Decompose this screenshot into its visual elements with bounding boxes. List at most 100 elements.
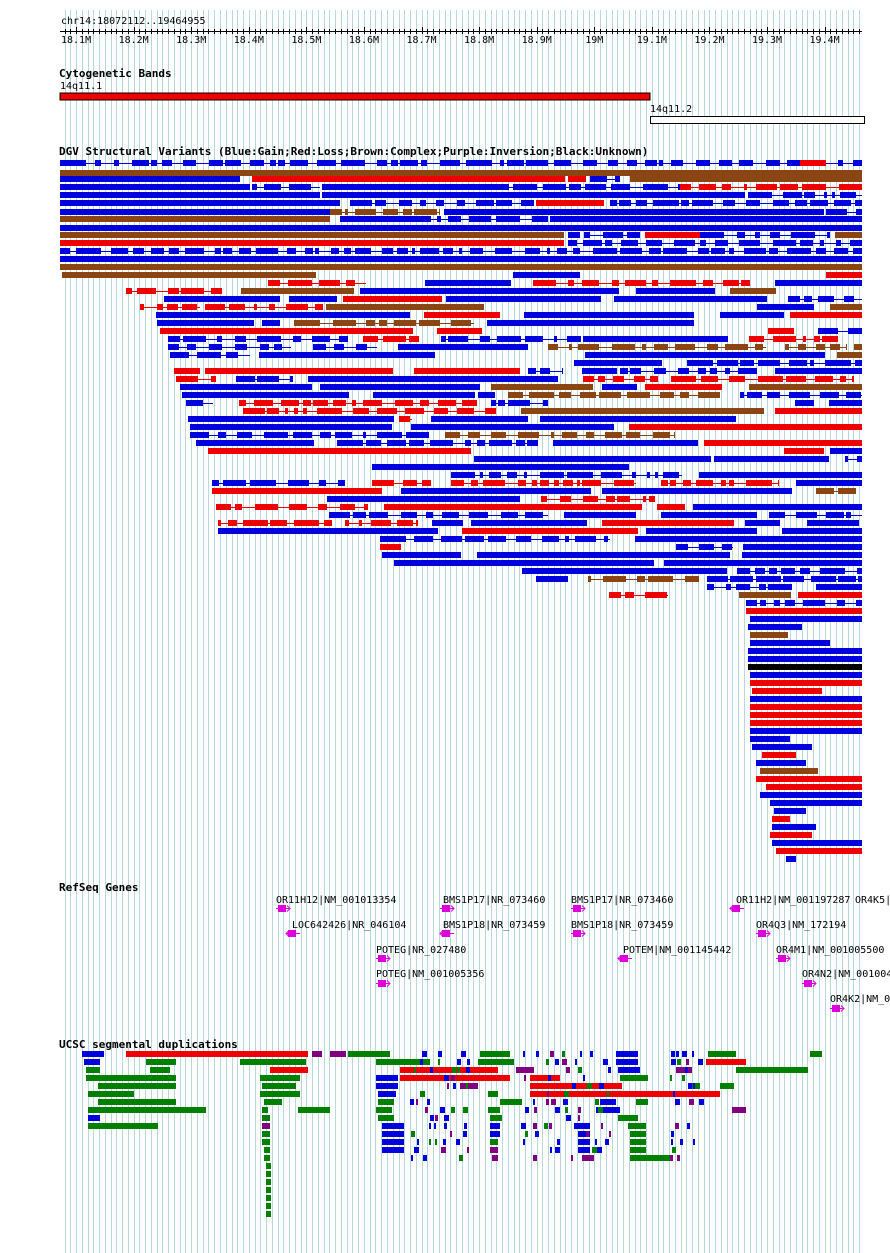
sv-block[interactable] (457, 200, 465, 206)
sv-block[interactable] (678, 184, 680, 190)
sv-block[interactable] (487, 320, 694, 326)
sv-block[interactable] (132, 160, 149, 166)
sv-block[interactable] (162, 160, 172, 166)
gene-label[interactable]: OR4K2|NM_0 (830, 994, 890, 1005)
sv-block[interactable] (400, 160, 418, 166)
segdup-block[interactable] (438, 1059, 440, 1065)
sv-block[interactable] (167, 304, 178, 310)
gene-label[interactable]: POTEM|NM_001145442 (623, 945, 732, 956)
sv-block[interactable] (508, 392, 523, 398)
sv-block[interactable] (650, 376, 658, 382)
sv-block[interactable] (387, 440, 406, 446)
sv-block[interactable] (614, 480, 634, 486)
sv-block[interactable] (720, 312, 784, 318)
sv-block[interactable] (397, 248, 408, 254)
sv-block[interactable] (254, 304, 257, 310)
sv-block[interactable] (394, 560, 654, 566)
segdup-block[interactable] (467, 1059, 470, 1065)
sv-block[interactable] (643, 496, 646, 502)
sv-block[interactable] (372, 480, 394, 486)
sv-block[interactable] (554, 160, 571, 166)
sv-block[interactable] (769, 248, 778, 254)
sv-block[interactable] (756, 184, 777, 190)
segdup-block[interactable] (546, 1059, 549, 1065)
segdup-block[interactable] (240, 1059, 306, 1065)
sv-block[interactable] (250, 480, 276, 486)
segdup-block[interactable] (98, 1083, 176, 1089)
sv-block[interactable] (60, 192, 320, 198)
sv-block[interactable] (319, 280, 340, 286)
sv-block[interactable] (775, 368, 862, 374)
segdup-block[interactable] (266, 1211, 271, 1217)
segdup-block[interactable] (600, 1099, 616, 1105)
sv-block[interactable] (745, 520, 780, 526)
sv-block[interactable] (480, 336, 490, 342)
sv-block[interactable] (339, 336, 348, 342)
sv-block[interactable] (647, 472, 650, 478)
sv-block[interactable] (683, 480, 691, 486)
segdup-block[interactable] (460, 1083, 478, 1089)
sv-block[interactable] (382, 552, 461, 558)
sv-block[interactable] (518, 432, 539, 438)
sv-block[interactable] (399, 416, 410, 422)
sv-block[interactable] (285, 408, 288, 414)
sv-block[interactable] (826, 512, 844, 518)
sv-block[interactable] (659, 160, 663, 166)
sv-block[interactable] (746, 600, 757, 606)
sv-block[interactable] (205, 368, 393, 374)
sv-block[interactable] (826, 272, 862, 278)
sv-block[interactable] (60, 248, 70, 254)
segdup-block[interactable] (533, 1099, 535, 1105)
segdup-block[interactable] (549, 1123, 552, 1129)
segdup-block[interactable] (463, 1107, 468, 1113)
sv-block[interactable] (170, 352, 189, 358)
segdup-block[interactable] (490, 1147, 498, 1153)
sv-block[interactable] (185, 248, 204, 254)
sv-block[interactable] (377, 408, 397, 414)
sv-block[interactable] (837, 600, 845, 606)
sv-block[interactable] (568, 280, 574, 286)
sv-block[interactable] (216, 504, 231, 510)
sv-block[interactable] (653, 432, 670, 438)
segdup-block[interactable] (443, 1139, 446, 1145)
sv-block[interactable] (337, 440, 363, 446)
segdup-block[interactable] (603, 1059, 608, 1065)
sv-block[interactable] (443, 248, 453, 254)
sv-block[interactable] (528, 368, 536, 374)
segdup-block[interactable] (548, 1075, 551, 1081)
sv-block[interactable] (403, 480, 417, 486)
segdup-block[interactable] (530, 1091, 720, 1097)
segdup-block[interactable] (636, 1099, 648, 1105)
segdup-block[interactable] (264, 1147, 270, 1153)
sv-block[interactable] (775, 280, 862, 286)
sv-block[interactable] (532, 480, 537, 486)
segdup-block[interactable] (580, 1051, 582, 1057)
sv-block[interactable] (497, 336, 521, 342)
sv-block[interactable] (181, 288, 204, 294)
sv-block[interactable] (837, 352, 862, 358)
sv-block[interactable] (810, 360, 814, 366)
segdup-block[interactable] (572, 1083, 576, 1089)
sv-block[interactable] (681, 200, 689, 206)
segdup-block[interactable] (566, 1067, 570, 1073)
sv-block[interactable] (225, 160, 241, 166)
segdup-block[interactable] (420, 1059, 423, 1065)
sv-block[interactable] (60, 225, 862, 231)
sv-block[interactable] (525, 248, 540, 254)
sv-block[interactable] (60, 160, 86, 166)
segdup-block[interactable] (262, 1115, 270, 1121)
segdup-block[interactable] (521, 1123, 526, 1129)
sv-block[interactable] (399, 200, 412, 206)
sv-block[interactable] (448, 216, 461, 222)
sv-block[interactable] (820, 240, 824, 246)
sv-block[interactable] (372, 464, 629, 470)
sv-block[interactable] (335, 432, 352, 438)
segdup-block[interactable] (416, 1099, 418, 1105)
sv-block[interactable] (804, 296, 812, 302)
sv-block[interactable] (409, 440, 424, 446)
sv-block[interactable] (327, 496, 520, 502)
sv-block[interactable] (770, 800, 862, 806)
sv-block[interactable] (525, 336, 543, 342)
segdup-block[interactable] (575, 1059, 577, 1065)
sv-block[interactable] (698, 248, 709, 254)
